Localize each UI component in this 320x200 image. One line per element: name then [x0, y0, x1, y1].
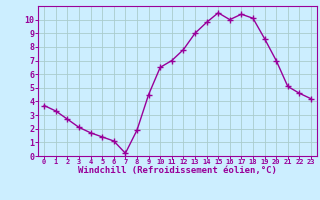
X-axis label: Windchill (Refroidissement éolien,°C): Windchill (Refroidissement éolien,°C): [78, 166, 277, 175]
